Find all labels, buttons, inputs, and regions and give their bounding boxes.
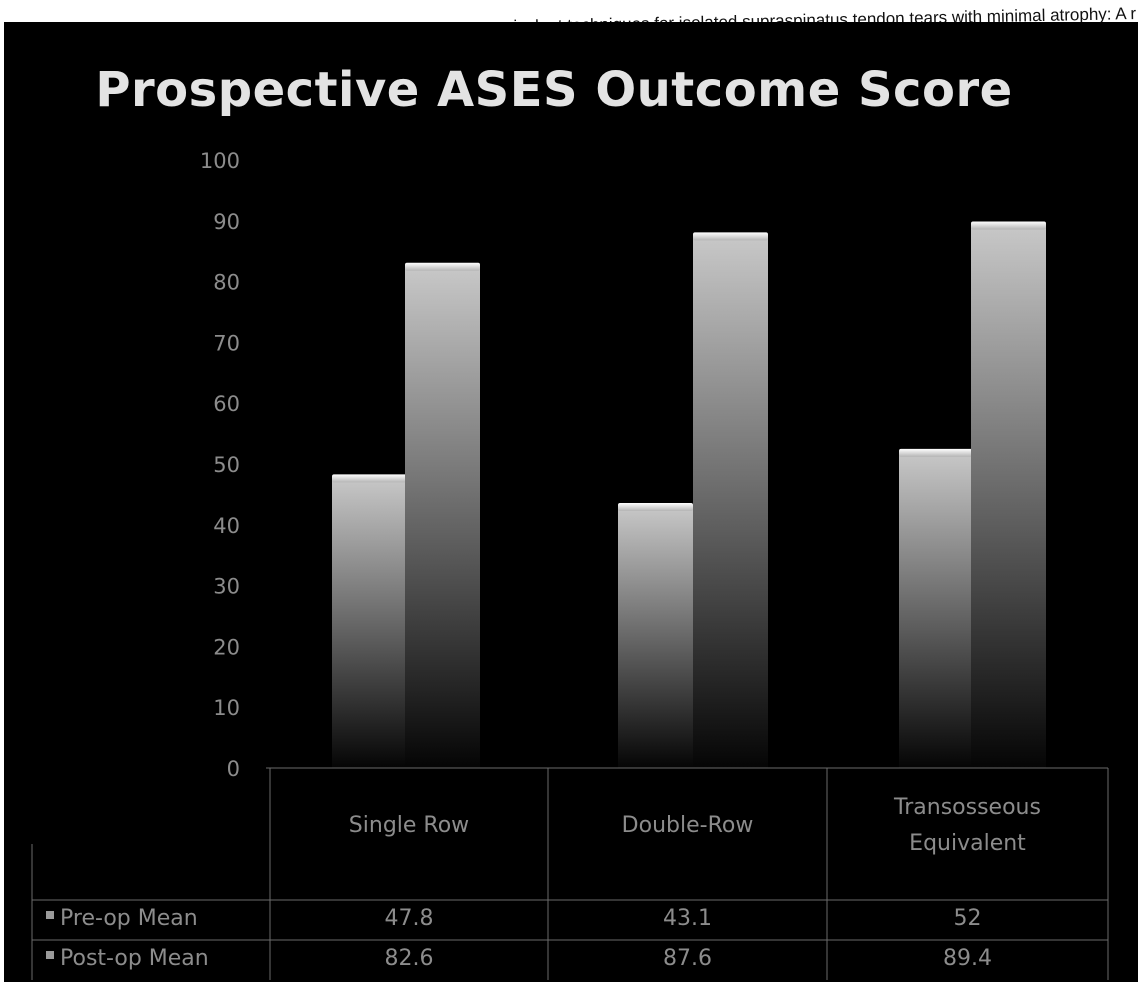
bar [405,262,480,768]
y-tick-label: 50 [213,453,240,477]
bar-body [405,265,480,768]
bar-cap [899,448,974,457]
category-label: Equivalent [909,831,1026,856]
data-value-label: 47.8 [385,906,434,931]
legend-swatch [46,911,54,919]
data-value-label: 43.1 [663,906,712,931]
chart-title: Prospective ASES Outcome Score [95,62,1013,118]
bar-chart: 0 10 20 30 40 50 60 70 80 90 100 Single Row Double-… [31,149,1109,980]
chart-slide: Prospective ASES Outcome Score 0 10 20 30 40… [4,22,1138,982]
y-tick-label: 10 [213,696,240,720]
bar [971,221,1046,768]
bar-cap [971,221,1046,230]
data-value-label: 89.4 [943,946,992,971]
y-tick-label: 70 [213,331,240,355]
bar-cap [405,262,480,271]
bar-body [693,235,768,769]
legend-label: Pre-op Mean [60,906,198,931]
data-value-label: 52 [954,906,982,931]
y-tick-label: 20 [213,635,240,659]
bar-body [618,505,693,768]
category-label: Transosseous [893,795,1041,820]
data-value-label: 87.6 [663,946,712,971]
legend-swatch [46,951,54,959]
y-tick-label: 30 [213,575,240,599]
bar [618,502,693,768]
bar [693,232,768,769]
bar-cap [618,502,693,511]
bar [332,474,407,768]
bar-body [332,477,407,768]
bar-body [899,451,974,768]
y-tick-label: 0 [227,757,240,781]
bar [899,448,974,768]
y-tick-label: 100 [200,149,240,173]
bar-cap [332,474,407,483]
y-tick-label: 80 [213,271,240,295]
legend-label: Post-op Mean [60,946,209,971]
category-label: Double-Row [622,813,754,838]
category-label: Single Row [349,813,469,838]
bar-body [971,224,1046,768]
y-tick-label: 90 [213,210,240,234]
y-tick-label: 60 [213,392,240,416]
y-tick-label: 40 [213,514,240,538]
bar-cap [693,232,768,241]
data-value-label: 82.6 [385,946,434,971]
